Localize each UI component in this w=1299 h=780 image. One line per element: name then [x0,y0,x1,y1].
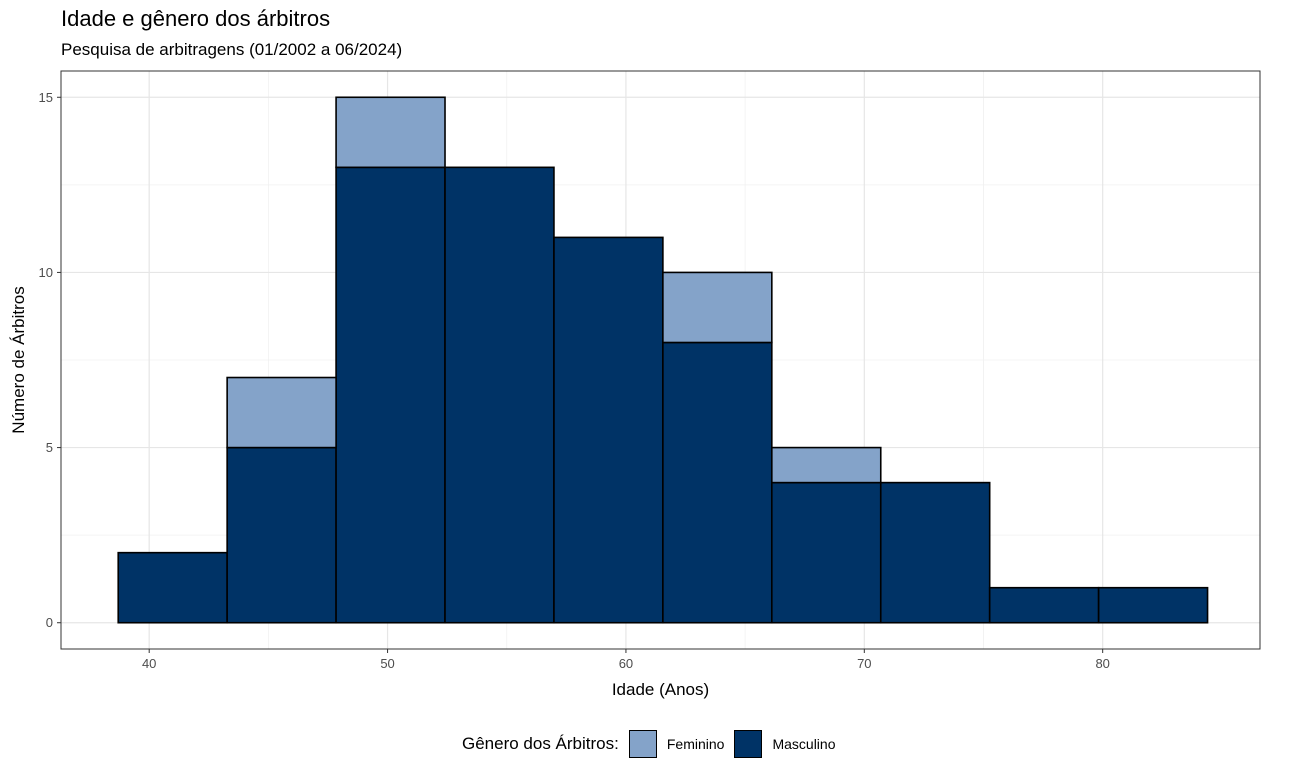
bar-masculino [553,236,664,624]
x-tick-label: 80 [1095,656,1109,671]
legend-title: Gênero dos Árbitros: [462,734,619,753]
y-axis-title: Número de Árbitros [9,286,28,433]
legend-key-feminino [628,730,657,758]
bar-masculino [771,481,882,624]
legend-label-feminino: Feminino [666,736,725,752]
y-tick-label: 5 [46,440,53,455]
x-tick-label: 70 [857,656,871,671]
y-tick-label: 0 [46,615,53,630]
x-tick-label: 60 [619,656,633,671]
bar-masculino [335,166,446,624]
bar-masculino [1097,586,1209,624]
bar-feminino [771,446,882,484]
bar-masculino [444,166,555,624]
legend-item-masculino: Masculino [734,730,839,758]
plot-border [60,70,1261,650]
y-tick-label: 15 [39,90,53,105]
bar-feminino [226,376,337,449]
histogram-plot: 40 50 60 70 80 0 5 10 15 Idade (Anos) Número de Ár… [9,70,1261,699]
bar-feminino [662,271,773,344]
chart-subtitle: Pesquisa de arbitragens (01/2002 a 06/20… [61,40,403,59]
legend-key-masculino [734,730,763,758]
x-axis-title: Idade (Anos) [612,680,709,699]
bar-masculino [117,551,228,624]
x-tick-label: 40 [142,656,156,671]
bar-masculino [662,341,773,624]
chart-title: Idade e gênero dos árbitros [61,6,331,31]
legend-label-masculino: Masculino [772,736,836,752]
bar-masculino [226,446,337,624]
y-tick-label: 10 [39,265,53,280]
bar-feminino [335,96,446,169]
legend-item-feminino: Feminino [628,730,729,758]
x-tick-label: 50 [380,656,394,671]
legend: Gênero dos Árbitros: Feminino Masculino [462,727,845,761]
bar-masculino [988,586,1100,624]
bar-masculino [879,481,991,624]
